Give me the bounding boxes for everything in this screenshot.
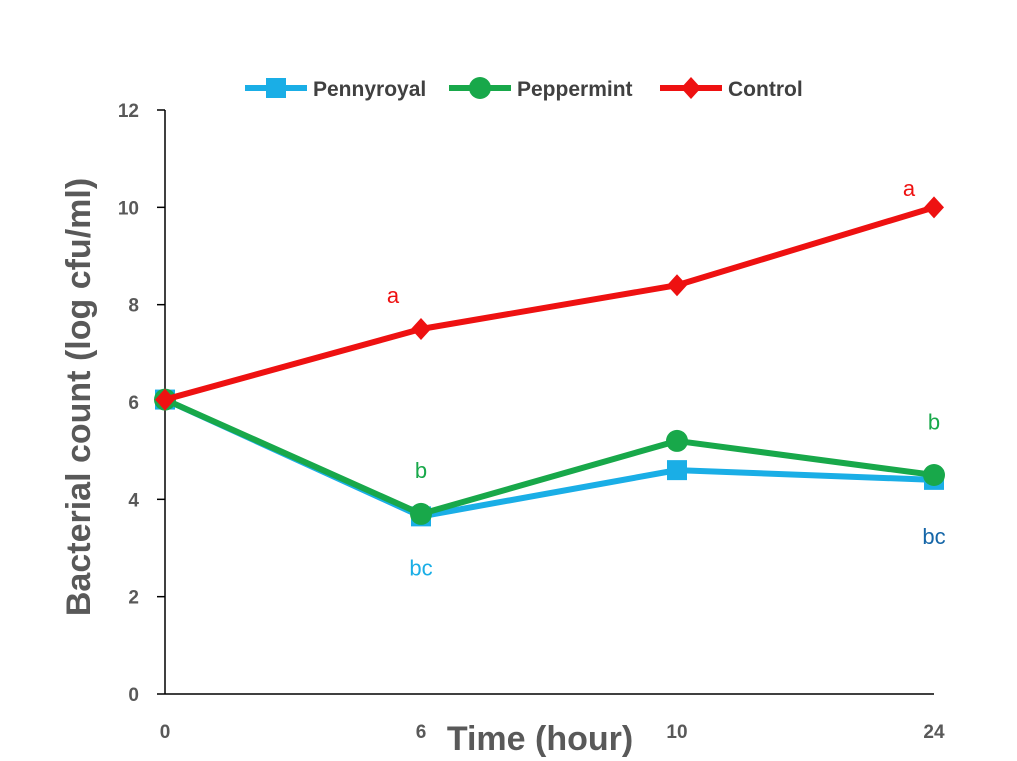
legend-item-control: Control bbox=[660, 77, 803, 101]
series-layer bbox=[154, 196, 945, 527]
y-axis-title: Bacterial count (log cfu/ml) bbox=[60, 178, 98, 616]
legend-label-pennyroyal: Pennyroyal bbox=[313, 78, 426, 101]
axes bbox=[164, 110, 934, 695]
legend-item-peppermint: Peppermint bbox=[449, 77, 633, 101]
significance-label: a bbox=[387, 283, 400, 308]
y-tick-labels: 0 2 4 6 8 10 12 bbox=[118, 101, 165, 706]
x-tick-label: 10 bbox=[666, 722, 687, 743]
y-tick-label: 10 bbox=[118, 198, 139, 219]
y-tick-label: 12 bbox=[118, 101, 139, 122]
significance-label: bc bbox=[922, 524, 945, 549]
peppermint-point bbox=[666, 429, 688, 452]
y-tick-label: 8 bbox=[128, 296, 139, 317]
series-peppermint bbox=[154, 388, 945, 525]
peppermint-line bbox=[163, 396, 935, 517]
y-tick-label: 0 bbox=[128, 685, 139, 706]
x-axis-title: Time (hour) bbox=[447, 720, 633, 758]
y-tick-label: 2 bbox=[128, 588, 139, 609]
peppermint-point bbox=[923, 464, 945, 486]
control-point bbox=[667, 274, 687, 297]
significance-label: bc bbox=[409, 555, 432, 580]
control-line bbox=[164, 204, 935, 403]
legend-marker-peppermint bbox=[469, 77, 491, 99]
significance-label: a bbox=[903, 176, 916, 201]
control-point bbox=[411, 318, 431, 340]
x-tick-label: 24 bbox=[923, 722, 945, 743]
significance-label: b bbox=[415, 458, 427, 483]
x-tick-label: 6 bbox=[416, 722, 427, 743]
x-tick-label: 0 bbox=[160, 722, 171, 743]
control-point bbox=[155, 388, 175, 411]
pennyroyal-point bbox=[667, 460, 687, 481]
legend: Pennyroyal Peppermint Control bbox=[245, 77, 803, 101]
peppermint-point bbox=[410, 502, 432, 525]
significance-labels: a a b b bc bc bbox=[387, 176, 946, 581]
significance-label: b bbox=[928, 409, 940, 434]
legend-marker-control bbox=[681, 77, 701, 99]
legend-item-pennyroyal: Pennyroyal bbox=[245, 78, 426, 101]
x-tick-labels: 0 6 10 24 bbox=[160, 722, 945, 743]
y-tick-label: 6 bbox=[128, 393, 139, 414]
legend-label-control: Control bbox=[728, 78, 803, 101]
y-tick-label: 4 bbox=[128, 490, 139, 511]
legend-marker-pennyroyal bbox=[266, 78, 286, 98]
control-point bbox=[924, 196, 944, 219]
legend-label-peppermint: Peppermint bbox=[517, 78, 633, 101]
series-control bbox=[155, 196, 944, 411]
